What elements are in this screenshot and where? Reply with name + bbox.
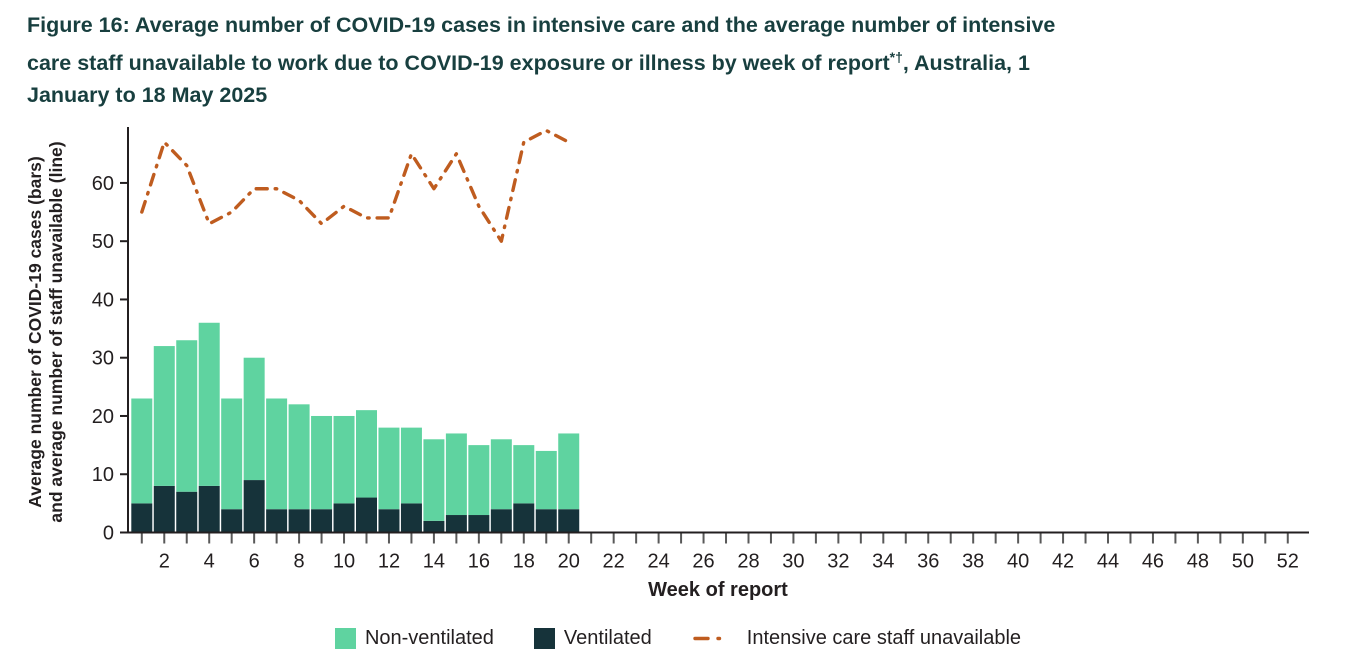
bar-ventilated-week-18	[513, 503, 535, 533]
y-tick-label: 0	[103, 523, 114, 545]
bar-non-ventilated-week-17	[490, 439, 512, 510]
bar-ventilated-week-15	[445, 515, 467, 533]
x-tick-label: 4	[204, 551, 215, 573]
bar-non-ventilated-week-14	[423, 439, 445, 521]
x-axis-label: Week of report	[648, 579, 788, 601]
legend-item-non-ventilated: Non-ventilated	[334, 627, 494, 650]
bar-non-ventilated-week-20	[558, 433, 580, 510]
bar-ventilated-week-9	[311, 509, 333, 533]
bar-ventilated-week-3	[176, 491, 198, 533]
y-tick-label: 20	[92, 406, 114, 428]
bar-ventilated-week-4	[198, 485, 220, 533]
dash-dot-line-icon	[693, 636, 738, 641]
bar-non-ventilated-week-6	[243, 357, 265, 481]
bar-non-ventilated-week-1	[131, 398, 153, 504]
bar-non-ventilated-week-16	[468, 445, 490, 516]
x-tick-label: 10	[333, 551, 355, 573]
bar-non-ventilated-week-2	[153, 346, 175, 486]
legend-item-ventilated: Ventilated	[533, 627, 652, 650]
x-tick-label: 8	[294, 551, 305, 573]
x-tick-label: 44	[1097, 551, 1119, 573]
y-tick-label: 50	[92, 231, 114, 253]
y-tick-label: 30	[92, 348, 114, 370]
x-tick-label: 20	[558, 551, 580, 573]
bar-ventilated-week-7	[266, 509, 288, 533]
x-tick-label: 36	[917, 551, 939, 573]
legend-label-ventilated: Ventilated	[563, 627, 652, 649]
x-tick-label: 30	[782, 551, 804, 573]
bar-non-ventilated-week-19	[535, 450, 557, 510]
x-tick-label: 22	[603, 551, 625, 573]
x-tick-label: 6	[249, 551, 260, 573]
y-ticks-group: 0 10 20 30 40 50 60	[92, 173, 128, 545]
bar-ventilated-week-17	[490, 509, 512, 533]
y-axis-label-line2: and average number of staff unavailable …	[46, 141, 66, 522]
x-tick-label: 46	[1142, 551, 1164, 573]
x-tick-label: 14	[423, 551, 445, 573]
bar-ventilated-week-16	[468, 515, 490, 533]
x-tick-label: 42	[1052, 551, 1074, 573]
staff-unavailable-line	[140, 128, 571, 243]
bar-ventilated-week-19	[535, 509, 557, 533]
y-tick-label: 60	[92, 173, 114, 195]
figure-title-line3: January to 18 May 2025	[27, 83, 268, 108]
bar-non-ventilated-week-4	[198, 322, 220, 486]
bars-group	[131, 322, 580, 533]
x-tick-label: 32	[827, 551, 849, 573]
y-tick-label: 40	[92, 289, 114, 311]
bar-non-ventilated-week-10	[333, 415, 355, 504]
bar-non-ventilated-week-15	[445, 433, 467, 516]
x-tick-label: 16	[468, 551, 490, 573]
figure-title-line2: care staff unavailable to work due to CO…	[27, 49, 1030, 76]
figure-title: Figure 16: Average number of COVID-19 ca…	[27, 9, 1347, 111]
bar-ventilated-week-10	[333, 503, 355, 533]
title-footnote-marks: *†	[889, 49, 903, 65]
bar-ventilated-week-20	[558, 509, 580, 533]
y-axis-label-line1: Average number of COVID-19 cases (bars)	[25, 156, 45, 507]
bar-non-ventilated-week-18	[513, 445, 535, 504]
y-tick-label: 10	[92, 464, 114, 486]
bar-non-ventilated-week-9	[311, 415, 333, 510]
bar-non-ventilated-week-3	[176, 340, 198, 492]
bar-non-ventilated-week-13	[400, 427, 422, 504]
bar-ventilated-week-5	[221, 509, 243, 533]
x-tick-label: 50	[1232, 551, 1254, 573]
x-tick-label: 2	[159, 551, 170, 573]
bar-ventilated-week-1	[131, 503, 153, 533]
bar-non-ventilated-week-5	[221, 398, 243, 510]
bar-non-ventilated-week-11	[356, 410, 377, 498]
x-tick-label: 24	[647, 551, 669, 573]
x-tick-label: 34	[872, 551, 894, 573]
legend-label-non-ventilated: Non-ventilated	[364, 627, 494, 649]
x-tick-label: 18	[513, 551, 535, 573]
bar-ventilated-week-8	[288, 509, 310, 533]
x-tick-label: 48	[1187, 551, 1209, 573]
chart-plot-area: Average number of COVID-19 cases (bars) …	[25, 127, 1309, 601]
x-tick-label: 52	[1277, 551, 1299, 573]
bar-non-ventilated-week-12	[378, 427, 400, 510]
non-ventilated-swatch-icon	[334, 628, 356, 649]
bar-ventilated-week-13	[400, 503, 422, 533]
legend-label-staff-unavailable: Intensive care staff unavailable	[746, 627, 1022, 649]
x-tick-label: 28	[737, 551, 759, 573]
bar-ventilated-week-12	[378, 509, 400, 533]
x-tick-label: 38	[962, 551, 984, 573]
ventilated-swatch-icon	[533, 628, 555, 649]
figure-title-line1: Figure 16: Average number of COVID-19 ca…	[27, 13, 1056, 37]
bar-non-ventilated-week-8	[288, 404, 310, 510]
bar-ventilated-week-6	[243, 480, 265, 533]
x-tick-label: 40	[1007, 551, 1029, 573]
legend: Non-ventilated Ventilated Intensive care…	[0, 627, 1356, 650]
bar-non-ventilated-week-7	[266, 398, 288, 510]
legend-item-staff-unavailable: Intensive care staff unavailable	[692, 627, 1021, 650]
x-tick-label: 26	[692, 551, 714, 573]
x-ticks-group: 2 4 6 8 10 12 14 16 18 20 22 24 26 28 30 32 34 36 38 40 42 44…	[140, 533, 1299, 573]
x-tick-label: 12	[378, 551, 400, 573]
bar-ventilated-week-11	[356, 497, 377, 533]
bar-ventilated-week-2	[153, 485, 175, 533]
bar-ventilated-week-14	[423, 520, 445, 533]
